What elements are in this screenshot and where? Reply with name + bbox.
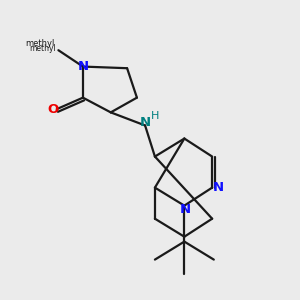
Text: H: H xyxy=(152,111,160,121)
Text: methyl: methyl xyxy=(29,44,56,53)
Text: O: O xyxy=(47,103,58,116)
Text: N: N xyxy=(179,203,191,216)
Text: N: N xyxy=(77,60,88,73)
Text: N: N xyxy=(140,116,151,129)
Text: N: N xyxy=(212,181,224,194)
Text: methyl: methyl xyxy=(25,39,55,48)
